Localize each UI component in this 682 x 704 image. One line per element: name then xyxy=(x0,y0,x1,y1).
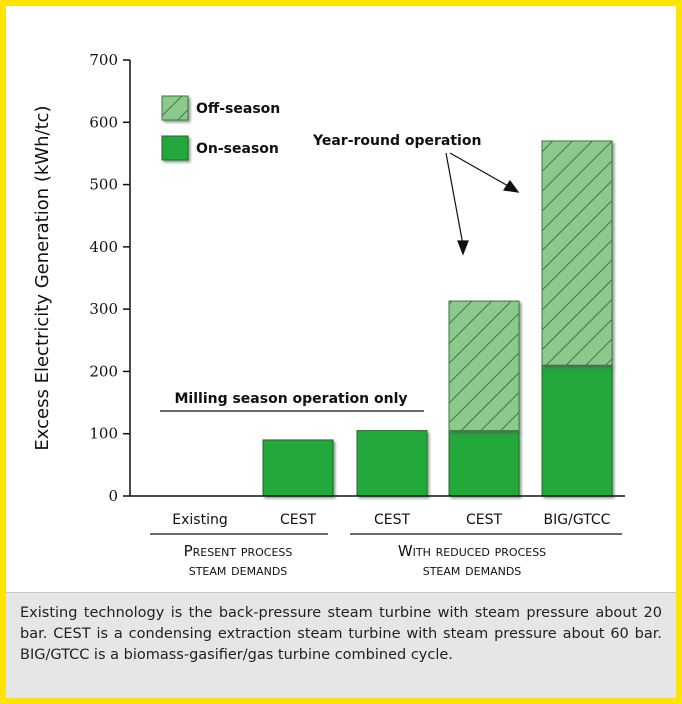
y-tick-label: 500 xyxy=(89,176,118,194)
annotation-year-round: Year-round operation xyxy=(312,133,481,149)
group-label-present-line1: Present process xyxy=(184,542,293,560)
bar-on-season xyxy=(262,439,334,497)
y-axis-ticks: 0 100 200 300 400 500 600 700 xyxy=(89,51,130,505)
legend-label-on-season: On-season xyxy=(196,141,279,157)
group-label-present-line2: steam demands xyxy=(189,561,288,579)
legend-swatch-on-season xyxy=(161,135,189,161)
bar-chart: Excess Electricity Generation (kWh/tc) 0… xyxy=(32,51,625,579)
y-axis-label: Excess Electricity Generation (kWh/tc) xyxy=(32,105,53,450)
y-tick-label: 200 xyxy=(89,362,118,380)
x-category-label: Existing xyxy=(172,512,227,528)
y-tick-label: 400 xyxy=(89,238,118,256)
bar-on-season xyxy=(356,430,428,497)
legend-swatch-off-season xyxy=(161,95,189,121)
y-tick-label: 700 xyxy=(89,51,118,69)
bar-off-season xyxy=(541,140,613,366)
figure-caption: Existing technology is the back-pressure… xyxy=(20,605,662,663)
x-category-label: BIG/GTCC xyxy=(544,512,611,528)
group-label-reduced-line1: With reduced process xyxy=(398,542,546,560)
y-tick-label: 600 xyxy=(89,113,118,131)
y-tick-label: 300 xyxy=(89,300,118,318)
group-label-reduced-line2: steam demands xyxy=(423,561,522,579)
legend-label-off-season: Off-season xyxy=(196,101,280,117)
bar-on-season xyxy=(541,364,613,497)
x-category-label: CEST xyxy=(466,512,503,528)
x-axis-categories: Existing CEST CEST CEST BIG/GTCC xyxy=(172,512,610,528)
caption-box: Existing technology is the back-pressure… xyxy=(6,592,676,698)
x-category-label: CEST xyxy=(280,512,317,528)
bar-off-season xyxy=(448,300,520,432)
y-tick-label: 0 xyxy=(108,487,118,505)
y-tick-label: 100 xyxy=(89,425,118,443)
annotation-milling: Milling season operation only xyxy=(174,391,407,407)
legend: Off-season On-season xyxy=(161,95,280,161)
bars xyxy=(262,140,613,497)
bar-on-season xyxy=(448,430,520,497)
annotation-arrows xyxy=(445,152,520,256)
x-category-label: CEST xyxy=(374,512,411,528)
